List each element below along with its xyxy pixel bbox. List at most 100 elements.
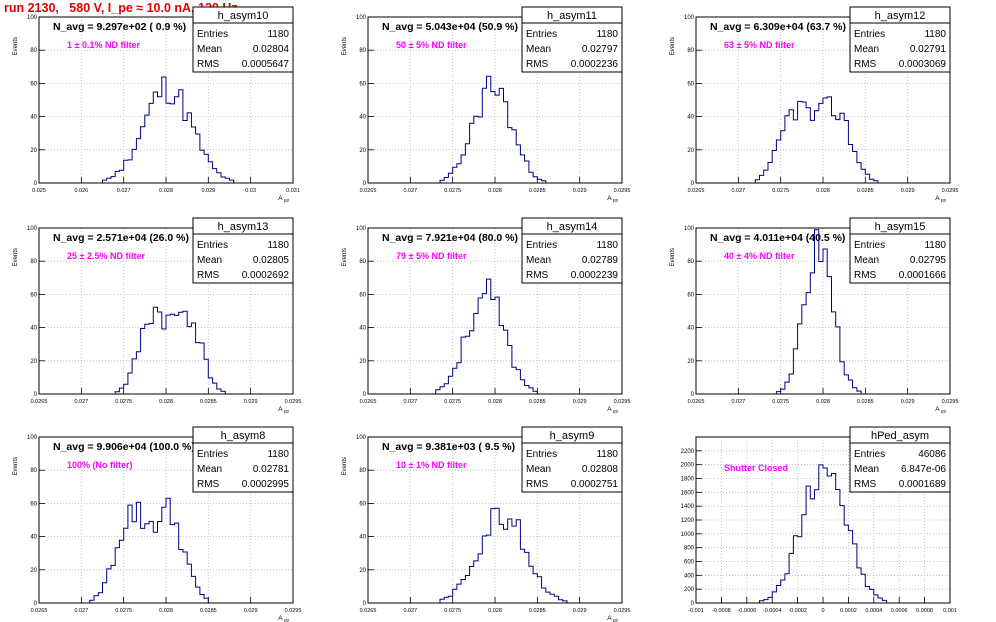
y-tick-label: 0 — [691, 181, 695, 187]
x-axis-label: A μp — [607, 615, 618, 622]
filter-annotation: 25 ± 2.5% ND filter — [67, 251, 145, 261]
x-tick-label: -0.0008 — [712, 608, 731, 614]
stats-label: Entries — [197, 449, 228, 460]
x-tick-label: 0.0285 — [529, 608, 546, 614]
stats-value: 0.0005647 — [242, 59, 290, 70]
y-tick-label: 60 — [359, 81, 366, 87]
x-tick-label: 0.0008 — [916, 608, 933, 614]
y-tick-label: 20 — [687, 148, 694, 154]
x-tick-label: 0.0275 — [444, 608, 461, 614]
y-tick-label: 80 — [359, 48, 366, 54]
stats-label: Entries — [526, 449, 557, 460]
x-tick-label: 0.0285 — [529, 399, 546, 405]
y-tick-label: 0 — [691, 601, 695, 607]
stats-box — [849, 22, 951, 73]
x-tick-label: 0.028 — [488, 399, 502, 405]
stats-value: 0.0002239 — [571, 270, 619, 281]
y-axis-label: Events — [13, 248, 19, 266]
x-tick-label: 0.026 — [74, 188, 88, 194]
x-tick-label: 0.028 — [159, 399, 173, 405]
x-tick-label: 0.0275 — [444, 188, 461, 194]
y-tick-label: 100 — [27, 15, 38, 21]
stats-label: RMS — [526, 479, 549, 490]
stats-value: 0.0002236 — [571, 59, 619, 70]
x-axis-label: A μp — [935, 406, 946, 414]
x-tick-label: 0.0295 — [942, 188, 959, 194]
y-axis-label: Events — [670, 37, 676, 55]
plot-frame — [695, 436, 951, 604]
stats-value: 0.0003069 — [899, 59, 947, 70]
stats-title: hPed_asym — [871, 430, 929, 442]
y-tick-label: 60 — [687, 292, 694, 298]
histogram-bins — [39, 306, 293, 395]
plot-frame — [38, 16, 294, 184]
x-tick-label: 0.0295 — [285, 608, 302, 614]
stats-value: 46086 — [918, 449, 946, 460]
histogram-bins — [368, 75, 622, 184]
y-tick-label: 80 — [687, 48, 694, 54]
x-tick-label: 0.0275 — [115, 399, 132, 405]
stats-title: h_asym9 — [550, 430, 595, 442]
y-tick-label: 80 — [30, 468, 37, 474]
stats-label: RMS — [854, 479, 877, 490]
plot-frame — [367, 436, 623, 604]
y-tick-label: 20 — [359, 568, 366, 574]
stats-value: 1180 — [596, 29, 618, 40]
header-label: N_avg = 9.381e+03 ( 9.5 %) — [382, 441, 515, 453]
stats-label: Mean — [526, 464, 551, 475]
y-tick-label: 0 — [34, 601, 38, 607]
x-tick-label: 0.0265 — [360, 608, 377, 614]
y-axis-label: Events — [670, 248, 676, 266]
x-tick-label: 0.0295 — [614, 608, 631, 614]
x-tick-label: 0.0275 — [772, 399, 789, 405]
x-tick-label: -0.0004 — [763, 608, 782, 614]
y-tick-label: 80 — [359, 468, 366, 474]
x-tick-label: 0.028 — [159, 188, 173, 194]
stats-label: Mean — [197, 464, 222, 475]
stats-value: 1180 — [596, 449, 618, 460]
header-label: N_avg = 5.043e+04 (50.9 %) — [382, 21, 518, 33]
x-tick-label: 0.028 — [816, 399, 830, 405]
stats-value: 0.02795 — [910, 255, 947, 266]
x-axis-label: A μp — [278, 615, 289, 622]
y-tick-label: 100 — [356, 226, 367, 232]
y-tick-label: 1400 — [681, 504, 695, 510]
stats-label: Mean — [526, 255, 551, 266]
stats-box — [849, 442, 951, 493]
x-tick-label: 0.0265 — [688, 188, 705, 194]
y-tick-label: 40 — [359, 326, 366, 332]
x-tick-label: 0.0265 — [31, 399, 48, 405]
stats-value: 0.02789 — [582, 255, 619, 266]
filter-annotation: 79 ± 5% ND filter — [396, 251, 467, 261]
plot-frame — [695, 16, 951, 184]
header-label: N_avg = 2.571e+04 (26.0 %) — [53, 232, 189, 244]
header-label: N_avg = 9.906e+04 (100.0 %) — [53, 441, 195, 453]
x-tick-label: 0.029 — [573, 608, 587, 614]
y-tick-label: 2000 — [681, 463, 695, 469]
x-tick-label: 0.028 — [159, 608, 173, 614]
x-tick-label: 0.0285 — [857, 188, 874, 194]
y-tick-label: 1600 — [681, 490, 695, 496]
x-axis-label: A μp — [278, 406, 289, 414]
y-tick-label: 600 — [684, 560, 695, 566]
y-tick-label: 100 — [27, 226, 38, 232]
stats-value: 1180 — [267, 240, 289, 251]
stats-label: Entries — [854, 449, 885, 460]
y-tick-label: 40 — [359, 535, 366, 541]
x-tick-label: 0.0295 — [614, 188, 631, 194]
stats-box — [849, 233, 951, 284]
y-tick-label: 200 — [684, 587, 695, 593]
x-tick-label: 0.0002 — [840, 608, 857, 614]
x-axis-label: A μp — [607, 406, 618, 414]
plot-frame — [367, 16, 623, 184]
plot-frame — [38, 436, 294, 604]
stats-title: h_asym13 — [218, 221, 269, 233]
stats-value: 0.02797 — [582, 44, 619, 55]
stats-label: Mean — [854, 464, 879, 475]
x-tick-label: 0.027 — [731, 188, 745, 194]
histogram-panel-h_asym13: 0 20 40 60 80 100 0.0265 0.027 0.0275 0.028 0.0285… — [13, 217, 301, 414]
stats-value: 0.02805 — [253, 255, 290, 266]
stats-label: Mean — [854, 44, 879, 55]
x-tick-label: 0.027 — [74, 608, 88, 614]
filter-annotation: 10 ± 1% ND filter — [396, 460, 467, 470]
